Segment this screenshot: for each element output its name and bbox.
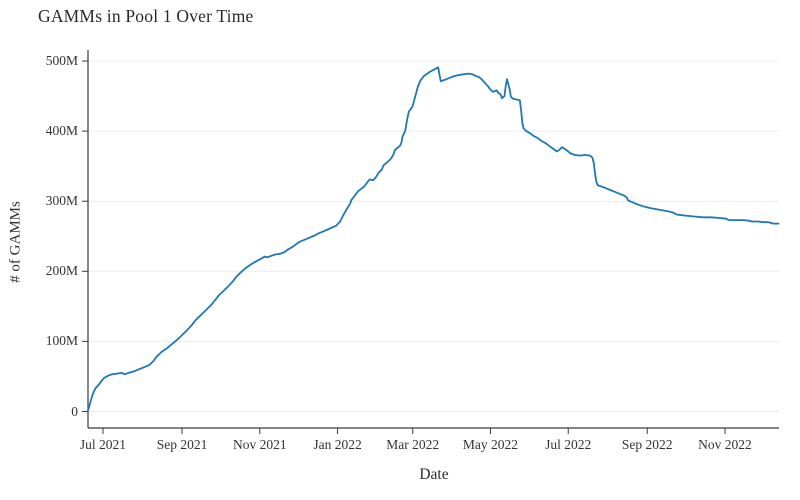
x-tick-label: May 2022 [462,437,519,452]
x-tick-label: Jan 2022 [313,437,362,452]
tick-marks [82,60,726,434]
y-tick-label: 100M [45,333,78,349]
x-tick-label: Sep 2021 [156,437,208,452]
data-line-series [86,66,780,413]
x-tick-label: Nov 2022 [698,437,752,452]
gridlines [88,60,779,412]
y-tick-label: 200M [45,263,78,279]
x-axis-label: Date [419,466,449,483]
y-tick-label: 300M [45,193,78,209]
x-tick-label: Jul 2021 [79,437,127,452]
x-tick-label: Sep 2022 [621,437,673,452]
y-tick-label: 400M [45,123,78,139]
chart-title: GAMMs in Pool 1 Over Time [38,6,254,26]
y-tick-label: 0 [71,403,78,419]
x-tick-label: Nov 2021 [232,437,287,452]
x-tick-label: Jul 2022 [545,437,592,452]
y-tick-label: 500M [45,53,78,68]
axes [87,50,779,429]
x-tick-label: Mar 2022 [386,437,440,452]
